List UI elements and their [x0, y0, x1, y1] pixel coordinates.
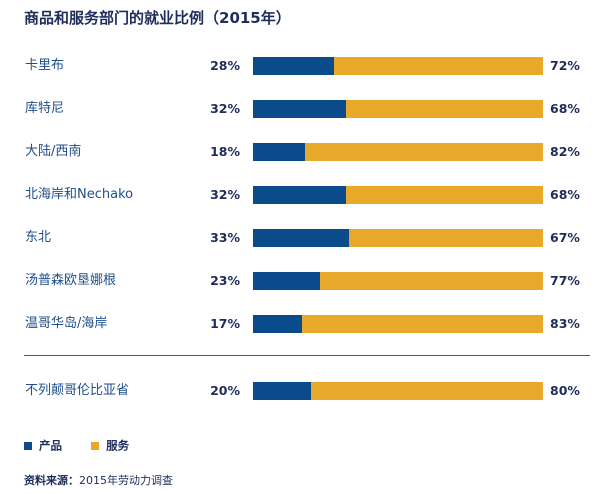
bar-segment-services: [346, 100, 543, 118]
bar-segment-services: [302, 315, 543, 333]
bar-segment-products: [253, 143, 305, 161]
stacked-bar: [253, 100, 543, 118]
services-value-label: 68%: [550, 187, 580, 202]
bar-segment-products: [253, 100, 346, 118]
legend-item-products: 产品: [24, 435, 62, 454]
services-value-label: 80%: [550, 383, 580, 398]
chart-row: 东北 33% 67%: [0, 229, 616, 247]
stacked-bar: [253, 272, 543, 290]
chart-row: 卡里布 28% 72%: [0, 57, 616, 75]
stacked-bar: [253, 143, 543, 161]
products-value-label: 23%: [210, 273, 240, 288]
chart-row: 汤普森欧垦娜根 23% 77%: [0, 272, 616, 290]
stacked-bar: [253, 315, 543, 333]
chart-row: 库特尼 32% 68%: [0, 100, 616, 118]
bar-segment-services: [311, 382, 543, 400]
products-value-label: 17%: [210, 316, 240, 331]
category-label: 东北: [25, 230, 52, 245]
chart-row: 不列颠哥伦比亚省 20% 80%: [0, 382, 616, 400]
stacked-bar: [253, 229, 543, 247]
legend-swatch-products: [24, 441, 32, 450]
services-value-label: 68%: [550, 101, 580, 116]
services-value-label: 83%: [550, 316, 580, 331]
products-value-label: 18%: [210, 144, 240, 159]
products-value-label: 20%: [210, 383, 240, 398]
category-label: 卡里布: [25, 58, 65, 73]
legend: 产品 服务: [24, 435, 153, 454]
stacked-bar: [253, 57, 543, 75]
products-value-label: 33%: [210, 230, 240, 245]
source-note: 资料来源：2015年劳动力调查: [24, 472, 173, 488]
legend-swatch-services: [91, 441, 100, 450]
category-label: 汤普森欧垦娜根: [25, 273, 117, 288]
category-label: 大陆/西南: [25, 144, 82, 159]
bar-segment-services: [346, 186, 543, 204]
chart-row: 大陆/西南 18% 82%: [0, 143, 616, 161]
category-label: 北海岸和Nechako: [25, 187, 134, 202]
source-text: 2015年劳动力调查: [79, 474, 173, 487]
bar-segment-services: [305, 143, 543, 161]
products-value-label: 28%: [210, 58, 240, 73]
chart-title: 商品和服务部门的就业比例（2015年）: [24, 9, 291, 27]
services-value-label: 82%: [550, 144, 580, 159]
legend-label-services: 服务: [106, 438, 130, 453]
bar-segment-services: [334, 57, 543, 75]
legend-label-products: 产品: [39, 438, 62, 453]
bar-segment-products: [253, 315, 302, 333]
stacked-bar: [253, 382, 543, 400]
bar-segment-products: [253, 272, 320, 290]
divider-line: [24, 355, 590, 356]
source-label: 资料来源：: [24, 474, 79, 487]
services-value-label: 67%: [550, 230, 580, 245]
chart-row: 北海岸和Nechako 32% 68%: [0, 186, 616, 204]
bar-segment-products: [253, 57, 334, 75]
category-label: 不列颠哥伦比亚省: [25, 383, 130, 398]
services-value-label: 72%: [550, 58, 580, 73]
bar-segment-products: [253, 229, 349, 247]
bar-segment-services: [320, 272, 543, 290]
bar-segment-services: [349, 229, 543, 247]
chart-row: 温哥华岛/海岸 17% 83%: [0, 315, 616, 333]
products-value-label: 32%: [210, 101, 240, 116]
bar-segment-products: [253, 382, 311, 400]
products-value-label: 32%: [210, 187, 240, 202]
bar-segment-products: [253, 186, 346, 204]
category-label: 温哥华岛/海岸: [25, 316, 108, 331]
category-label: 库特尼: [25, 101, 65, 116]
stacked-bar: [253, 186, 543, 204]
legend-item-services: 服务: [91, 435, 129, 454]
services-value-label: 77%: [550, 273, 580, 288]
